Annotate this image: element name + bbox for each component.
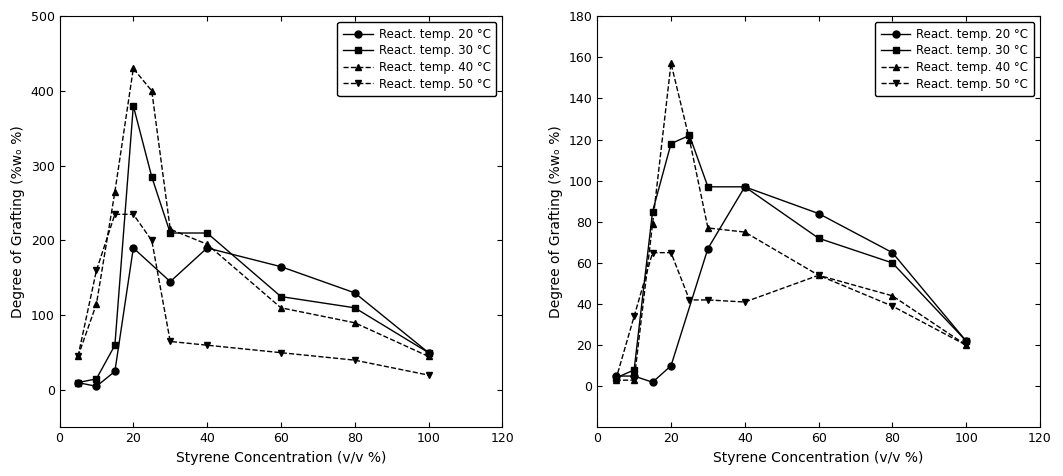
React. temp. 40 °C <box>274 305 287 311</box>
React. temp. 30 °C <box>201 230 214 236</box>
React. temp. 50 °C <box>887 303 899 309</box>
React. temp. 50 °C <box>201 342 214 348</box>
X-axis label: Styrene Concentration (v/v %): Styrene Concentration (v/v %) <box>713 451 924 465</box>
React. temp. 40 °C <box>609 377 622 383</box>
React. temp. 30 °C <box>628 367 641 373</box>
React. temp. 20 °C <box>164 279 176 285</box>
React. temp. 20 °C <box>664 363 677 368</box>
React. temp. 30 °C <box>684 132 696 138</box>
React. temp. 50 °C <box>684 297 696 303</box>
React. temp. 40 °C <box>201 241 214 247</box>
React. temp. 40 °C <box>628 377 641 383</box>
React. temp. 30 °C <box>90 376 103 382</box>
React. temp. 20 °C <box>126 245 139 251</box>
React. temp. 30 °C <box>812 236 825 241</box>
React. temp. 30 °C <box>349 305 361 311</box>
Line: React. temp. 30 °C: React. temp. 30 °C <box>612 132 969 382</box>
React. temp. 40 °C <box>164 227 176 232</box>
React. temp. 50 °C <box>609 377 622 383</box>
React. temp. 30 °C <box>108 342 121 348</box>
X-axis label: Styrene Concentration (v/v %): Styrene Concentration (v/v %) <box>175 451 386 465</box>
React. temp. 40 °C <box>146 88 158 94</box>
React. temp. 50 °C <box>108 211 121 217</box>
React. temp. 20 °C <box>960 338 973 344</box>
React. temp. 30 °C <box>646 208 659 214</box>
React. temp. 50 °C <box>349 357 361 363</box>
React. temp. 30 °C <box>164 230 176 236</box>
React. temp. 20 °C <box>628 373 641 379</box>
React. temp. 40 °C <box>349 320 361 326</box>
React. temp. 20 °C <box>702 246 714 251</box>
Line: React. temp. 50 °C: React. temp. 50 °C <box>74 211 432 378</box>
React. temp. 40 °C <box>90 301 103 307</box>
React. temp. 30 °C <box>739 184 752 189</box>
React. temp. 30 °C <box>664 141 677 147</box>
React. temp. 20 °C <box>646 379 659 385</box>
React. temp. 50 °C <box>422 372 435 378</box>
Y-axis label: Degree of Grafting (%wₒ %): Degree of Grafting (%wₒ %) <box>11 125 26 318</box>
React. temp. 40 °C <box>108 189 121 195</box>
React. temp. 30 °C <box>422 350 435 356</box>
React. temp. 30 °C <box>146 174 158 180</box>
React. temp. 20 °C <box>609 373 622 379</box>
React. temp. 20 °C <box>739 184 752 189</box>
React. temp. 20 °C <box>71 380 84 386</box>
React. temp. 50 °C <box>164 338 176 344</box>
React. temp. 40 °C <box>422 354 435 359</box>
React. temp. 40 °C <box>664 60 677 66</box>
React. temp. 20 °C <box>90 384 103 389</box>
Line: React. temp. 40 °C: React. temp. 40 °C <box>74 65 432 360</box>
Y-axis label: Degree of Grafting (%wₒ %): Degree of Grafting (%wₒ %) <box>549 125 563 318</box>
React. temp. 20 °C <box>108 368 121 374</box>
React. temp. 40 °C <box>812 272 825 278</box>
React. temp. 40 °C <box>887 293 899 299</box>
React. temp. 30 °C <box>960 338 973 344</box>
React. temp. 20 °C <box>349 290 361 296</box>
React. temp. 50 °C <box>812 272 825 278</box>
Line: React. temp. 50 °C: React. temp. 50 °C <box>612 249 969 384</box>
React. temp. 40 °C <box>702 225 714 231</box>
React. temp. 50 °C <box>664 250 677 256</box>
React. temp. 30 °C <box>71 380 84 386</box>
React. temp. 30 °C <box>609 375 622 381</box>
React. temp. 40 °C <box>646 221 659 227</box>
React. temp. 50 °C <box>702 297 714 303</box>
Line: React. temp. 20 °C: React. temp. 20 °C <box>612 183 969 386</box>
React. temp. 40 °C <box>739 229 752 235</box>
Legend: React. temp. 20 °C, React. temp. 30 °C, React. temp. 40 °C, React. temp. 50 °C: React. temp. 20 °C, React. temp. 30 °C, … <box>875 22 1034 97</box>
Legend: React. temp. 20 °C, React. temp. 30 °C, React. temp. 40 °C, React. temp. 50 °C: React. temp. 20 °C, React. temp. 30 °C, … <box>337 22 496 97</box>
Line: React. temp. 20 °C: React. temp. 20 °C <box>74 245 432 390</box>
React. temp. 40 °C <box>71 354 84 359</box>
React. temp. 50 °C <box>146 238 158 243</box>
Line: React. temp. 40 °C: React. temp. 40 °C <box>612 60 969 384</box>
React. temp. 50 °C <box>71 354 84 359</box>
React. temp. 50 °C <box>646 250 659 256</box>
React. temp. 20 °C <box>201 245 214 251</box>
React. temp. 50 °C <box>126 211 139 217</box>
React. temp. 50 °C <box>628 314 641 319</box>
React. temp. 20 °C <box>274 264 287 269</box>
React. temp. 50 °C <box>90 268 103 273</box>
Line: React. temp. 30 °C: React. temp. 30 °C <box>74 102 432 386</box>
React. temp. 40 °C <box>684 137 696 142</box>
React. temp. 50 °C <box>960 342 973 348</box>
React. temp. 30 °C <box>126 103 139 109</box>
React. temp. 20 °C <box>887 250 899 256</box>
React. temp. 30 °C <box>274 294 287 299</box>
React. temp. 50 °C <box>274 350 287 356</box>
React. temp. 20 °C <box>812 211 825 217</box>
React. temp. 20 °C <box>422 350 435 356</box>
React. temp. 30 °C <box>702 184 714 189</box>
React. temp. 30 °C <box>887 260 899 266</box>
React. temp. 40 °C <box>126 66 139 71</box>
React. temp. 50 °C <box>739 299 752 305</box>
React. temp. 40 °C <box>960 342 973 348</box>
